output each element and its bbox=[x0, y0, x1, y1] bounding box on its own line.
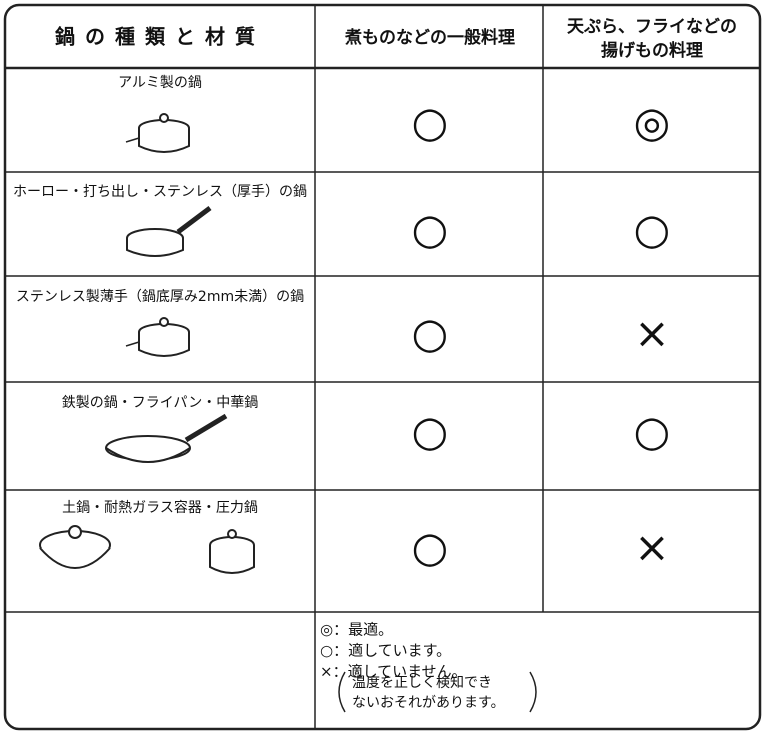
note-line: 温度を正しく検知でき bbox=[352, 674, 492, 691]
header-cell: 揚げもの料理 bbox=[601, 40, 703, 61]
legend-item: ◎：最適。 bbox=[320, 621, 393, 639]
grid bbox=[5, 5, 760, 729]
header-cell: 天ぷら、フライなどの bbox=[567, 17, 737, 37]
pan-icons bbox=[39, 113, 255, 574]
rating: ○ bbox=[412, 523, 449, 572]
header-cell: 煮ものなどの一般料理 bbox=[344, 27, 515, 48]
row-label: 鉄製の鍋・フライパン・中華鍋 bbox=[62, 395, 258, 411]
rating: ○ bbox=[412, 205, 449, 254]
rating: × bbox=[634, 309, 669, 358]
rating: × bbox=[634, 523, 669, 572]
row-label: ホーロー・打ち出し・ステンレス（厚手）の鍋 bbox=[13, 183, 307, 200]
rating: ○ bbox=[412, 407, 449, 456]
header-cell: 鍋の種類と材質 bbox=[55, 25, 265, 49]
rating: ○ bbox=[412, 309, 449, 358]
note-parens bbox=[338, 671, 537, 713]
rating: ○ bbox=[634, 205, 671, 254]
table-border bbox=[3, 3, 762, 731]
row-label: 土鍋・耐熱ガラス容器・圧力鍋 bbox=[62, 499, 258, 516]
row-label: ステンレス製薄手（鍋底厚み2mm未満）の鍋 bbox=[16, 289, 304, 305]
note-line: ないおそれがあります。 bbox=[352, 695, 505, 711]
legend-item: ×：適していません。 bbox=[320, 663, 467, 681]
legend-item: ○：適しています。 bbox=[320, 642, 451, 660]
rating: ○ bbox=[634, 407, 671, 456]
rating: ◎ bbox=[634, 98, 671, 147]
rating: ○ bbox=[412, 98, 449, 147]
row-label: アルミ製の鍋 bbox=[118, 75, 202, 91]
